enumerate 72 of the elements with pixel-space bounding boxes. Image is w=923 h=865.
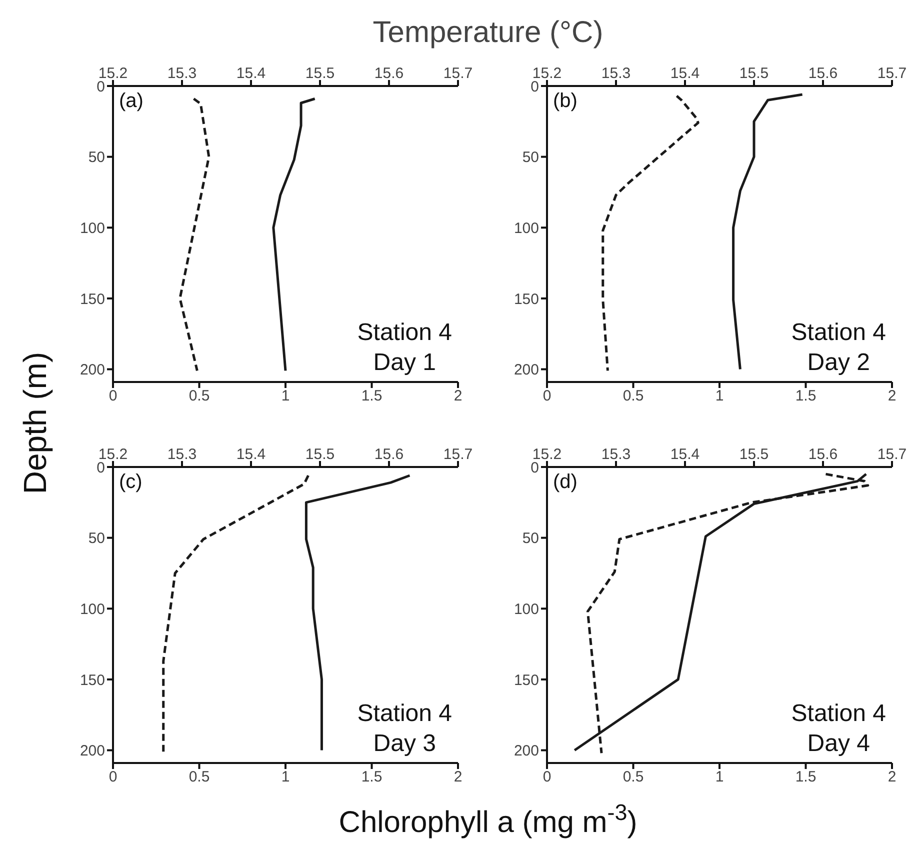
x2-tick-label: 15.4 (236, 446, 266, 463)
y-tick-label: 100 (80, 220, 105, 237)
x2-axis-title: Temperature (°C) (372, 16, 604, 49)
x-tick-label: 0 (108, 768, 118, 786)
x-tick-label: 1 (715, 388, 724, 405)
y-tick-label: 200 (514, 362, 539, 379)
y-tick-label: 50 (522, 149, 539, 166)
y-tick-label: 50 (522, 530, 539, 548)
x-axis-title: Chlorophyll a (mg m$^{-3}$) (338, 800, 638, 839)
x2-tick-label: 15.4 (670, 65, 700, 82)
annotation: (b) (553, 90, 578, 113)
x2-tick-label: 15.6 (374, 65, 404, 82)
annotation: Day 3 (372, 729, 437, 759)
annotation: (c) (119, 471, 142, 494)
y-axis-title: Depth (m) (17, 352, 53, 494)
x2-tick-label: 15.6 (374, 446, 404, 463)
y-tick-label: 100 (514, 220, 539, 237)
x-tick-label: 1.5 (795, 768, 816, 786)
x-tick-label: 0 (542, 768, 552, 786)
y-tick-label: 150 (80, 290, 105, 308)
x2-tick-label: 15.3 (167, 446, 197, 463)
x2-tick-label: 15.7 (877, 65, 907, 82)
annotation: Station 4 (357, 318, 452, 348)
x-tick-label: 2 (888, 768, 896, 786)
annotation: Day 4 (806, 729, 871, 759)
annotation: Day 2 (806, 348, 871, 378)
x-tick-label: 0.5 (188, 388, 210, 405)
x-tick-label: 1.5 (361, 768, 382, 786)
x2-tick-label: 15.5 (305, 446, 335, 463)
x-tick-label: 0 (542, 388, 552, 405)
y-tick-label: 100 (80, 600, 105, 618)
x-tick-label: 0.5 (188, 768, 210, 786)
x2-tick-label: 15.5 (739, 446, 769, 463)
x-tick-label: 1.5 (361, 388, 382, 405)
x-tick-label: 1 (715, 768, 724, 786)
y-tick-label: 150 (514, 290, 539, 308)
annotation: Day 1 (372, 348, 437, 378)
x2-tick-label: 15.6 (808, 65, 838, 82)
y-tick-label: 150 (80, 672, 105, 689)
x2-tick-label: 15.3 (601, 65, 631, 82)
x2-tick-label: 15.4 (236, 65, 266, 82)
annotation: Station 4 (791, 318, 886, 348)
annotation: (d) (553, 471, 578, 494)
x-tick-label: 2 (454, 768, 462, 786)
y-tick-label: 100 (514, 600, 539, 618)
x2-tick-label: 15.7 (877, 446, 907, 463)
x-tick-label: 1 (281, 768, 290, 786)
x2-tick-label: 15.5 (739, 65, 769, 82)
line-series (272, 97, 316, 372)
x-tick-label: 0.5 (622, 768, 644, 786)
x-tick-label: 2 (888, 388, 896, 405)
x-tick-label: 1.5 (795, 388, 816, 405)
y-tick-label: 50 (88, 530, 105, 548)
x2-tick-label: 15.5 (305, 65, 335, 82)
x2-tick-label: 15.7 (443, 446, 473, 463)
x-tick-label: 1 (281, 388, 290, 405)
y-tick-label: 200 (80, 742, 105, 760)
x2-tick-label: 15.4 (670, 446, 700, 463)
x-tick-label: 2 (454, 388, 462, 405)
y-tick-label: 150 (514, 672, 539, 689)
x-tick-label: 0 (108, 388, 118, 405)
x-tick-label: 0.5 (622, 388, 644, 405)
x2-tick-label: 15.6 (808, 446, 838, 463)
annotation: Station 4 (791, 699, 886, 729)
annotation: Station 4 (357, 699, 452, 729)
y-tick-label: 200 (514, 742, 539, 760)
x2-tick-label: 15.7 (443, 65, 473, 82)
x2-tick-label: 15.3 (601, 446, 631, 463)
annotation: (a) (119, 90, 144, 113)
y-tick-label: 200 (80, 362, 105, 379)
y-tick-label: 50 (88, 149, 105, 166)
x2-tick-label: 15.3 (167, 65, 197, 82)
